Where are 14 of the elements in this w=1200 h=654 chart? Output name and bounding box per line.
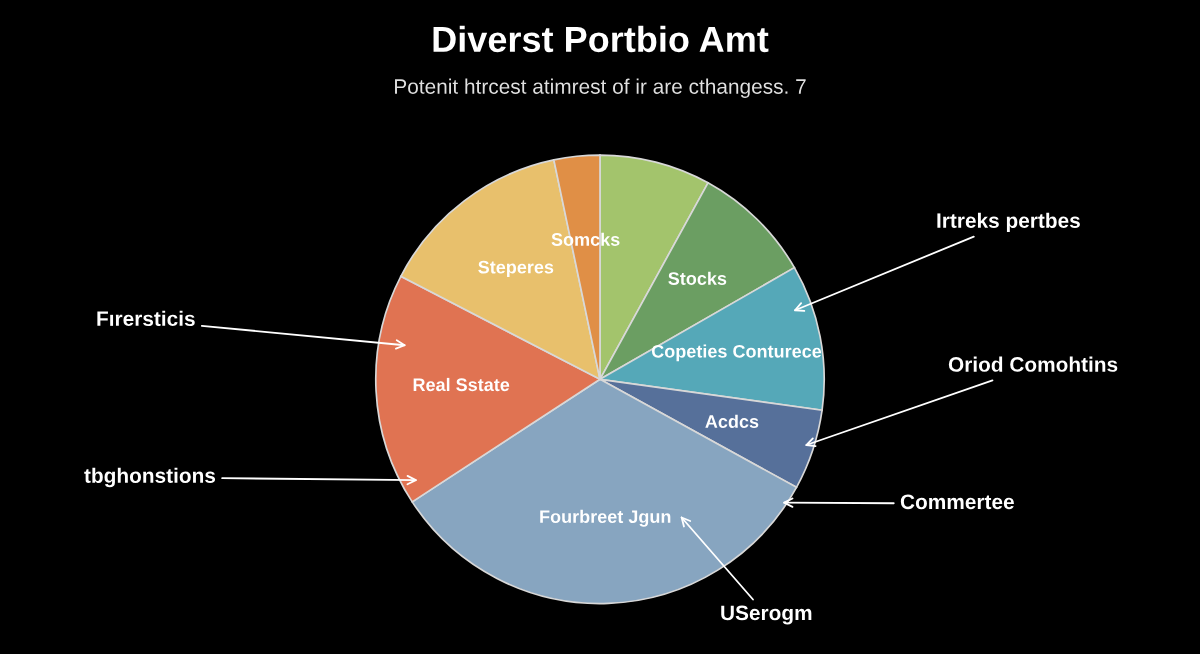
slice-label: Copeties Conturece [651,344,822,362]
text: tbghonstions [84,467,216,488]
chart-title: Diverst Portbio Amt [433,25,769,53]
chart-subtitle: Potenit htrcest atimrest of ir are cthangess. 7 [395,78,806,98]
slice-label: Real Sstate [413,377,510,392]
slice-label: Acdcs [705,414,759,428]
slice-label: Stocks [668,271,727,285]
slice-label: Fourbreet Jgun [540,509,671,527]
slice-label: Steperes [478,260,554,278]
text: Fırersticis [97,310,195,327]
text: USerogm [721,605,812,625]
text: Commertee [900,494,1014,510]
text: Irtreks pertbes [937,212,1080,233]
text: Oriod Comohtins [948,356,1118,372]
